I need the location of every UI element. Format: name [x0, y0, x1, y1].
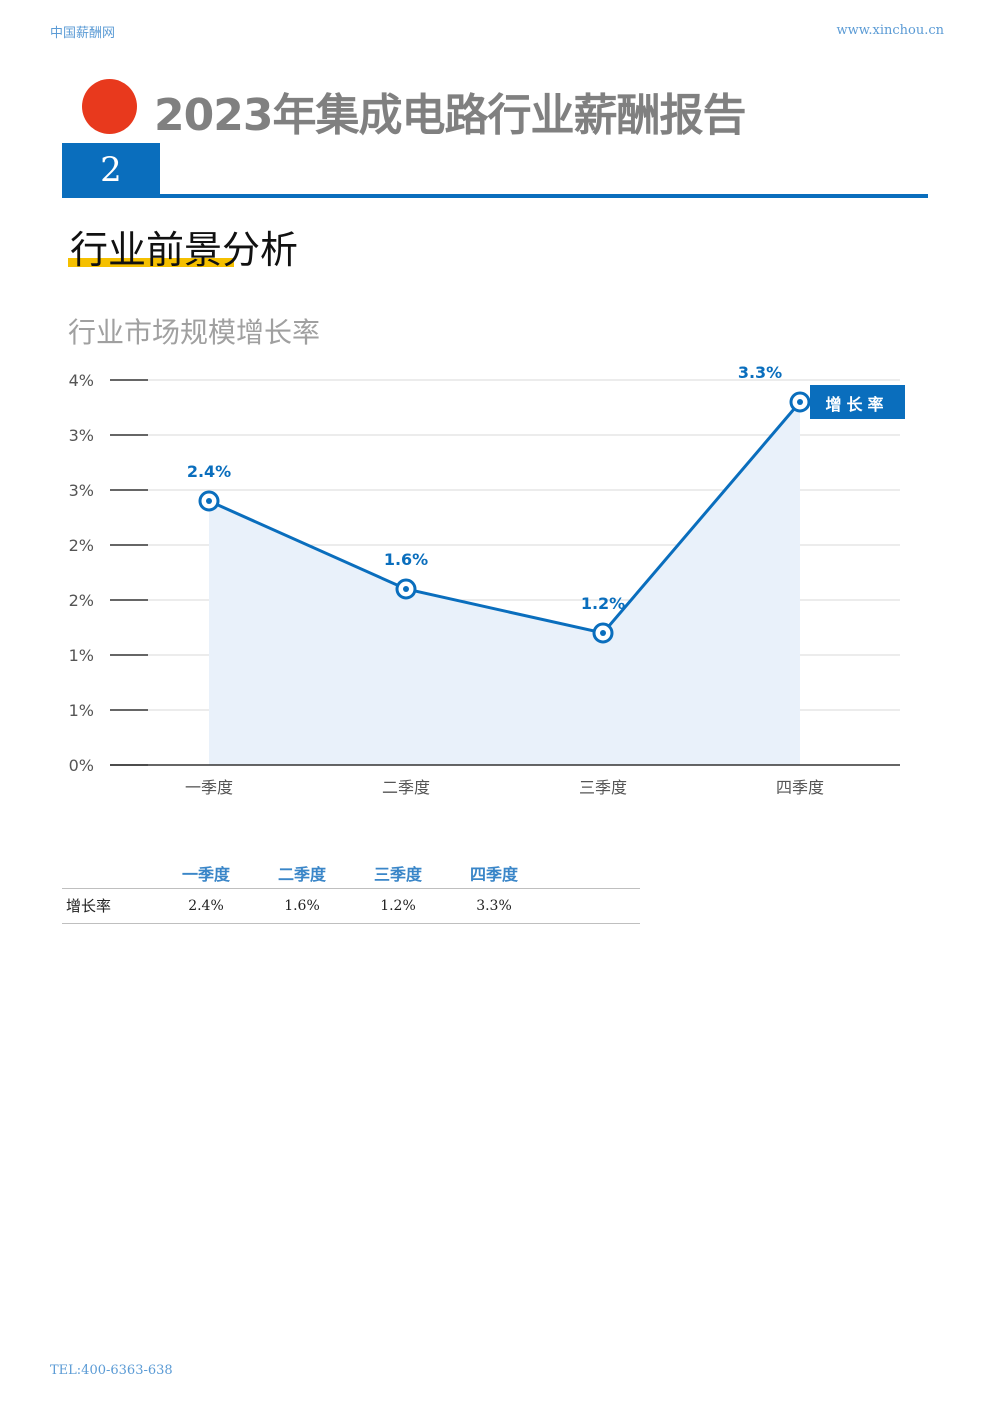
y-tick-label: 1%: [69, 701, 94, 720]
table-header-cell: 三季度: [350, 858, 446, 889]
data-point: [198, 490, 220, 512]
section-number-box: [62, 143, 160, 196]
table-header-cell: 四季度: [446, 858, 542, 889]
data-point-center: [206, 498, 212, 504]
data-point-center: [403, 586, 409, 592]
data-point: [592, 622, 614, 644]
site-name: 中国薪酬网: [50, 26, 116, 41]
y-tick-label: 3%: [69, 426, 94, 445]
y-tick-label: 0%: [69, 756, 94, 775]
y-tick-label: 2%: [69, 536, 94, 555]
data-label: 1.2%: [581, 594, 625, 613]
data-point: [789, 391, 811, 413]
table-cell: 3.3%: [446, 888, 542, 924]
table-header-row: 一季度 二季度 三季度 四季度: [62, 858, 640, 889]
table-cell: 1.6%: [254, 888, 350, 924]
table-header-cell: [542, 858, 640, 889]
data-point-center: [600, 630, 606, 636]
table-cell-empty: [542, 888, 640, 924]
x-tick-label: 二季度: [382, 778, 430, 797]
y-tick-label: 2%: [69, 591, 94, 610]
section-title-underline: [68, 258, 234, 267]
title-dot-icon: [82, 79, 137, 134]
y-tick-label: 1%: [69, 646, 94, 665]
legend-box: [810, 385, 905, 419]
x-tick-label: 三季度: [579, 778, 627, 797]
data-table: 一季度 二季度 三季度 四季度 增长率 2.4% 1.6% 1.2% 3.3%: [62, 858, 640, 924]
report-title: 2023年集成电路行业薪酬报告: [154, 90, 746, 141]
data-point: [395, 578, 417, 600]
y-tick-label: 4%: [69, 371, 94, 390]
table-row: 增长率 2.4% 1.6% 1.2% 3.3%: [62, 888, 640, 924]
section-title: 行业前景分析: [70, 228, 299, 272]
section-number: 2: [100, 150, 122, 190]
y-tick-label: 3%: [69, 481, 94, 500]
x-tick-label: 四季度: [776, 778, 824, 797]
site-url[interactable]: www.xinchou.cn: [836, 23, 944, 38]
data-label: 1.6%: [384, 550, 428, 569]
legend-label: 增长率: [825, 395, 888, 414]
table-cell: 2.4%: [158, 888, 254, 924]
footer-phone: TEL:400-6363-638: [50, 1363, 173, 1378]
data-label: 2.4%: [187, 462, 231, 481]
series-area: [209, 402, 800, 765]
table-cell: 1.2%: [350, 888, 446, 924]
data-label: 3.3%: [738, 363, 782, 382]
table-header-cell: 一季度: [158, 858, 254, 889]
data-point-center: [797, 399, 803, 405]
x-tick-label: 一季度: [185, 778, 233, 797]
table-header-cell: [62, 858, 158, 889]
table-row-label: 增长率: [62, 888, 158, 924]
section-divider: [62, 194, 928, 198]
table-header-cell: 二季度: [254, 858, 350, 889]
series-line: [208, 401, 802, 635]
chart-title: 行业市场规模增长率: [68, 316, 321, 349]
